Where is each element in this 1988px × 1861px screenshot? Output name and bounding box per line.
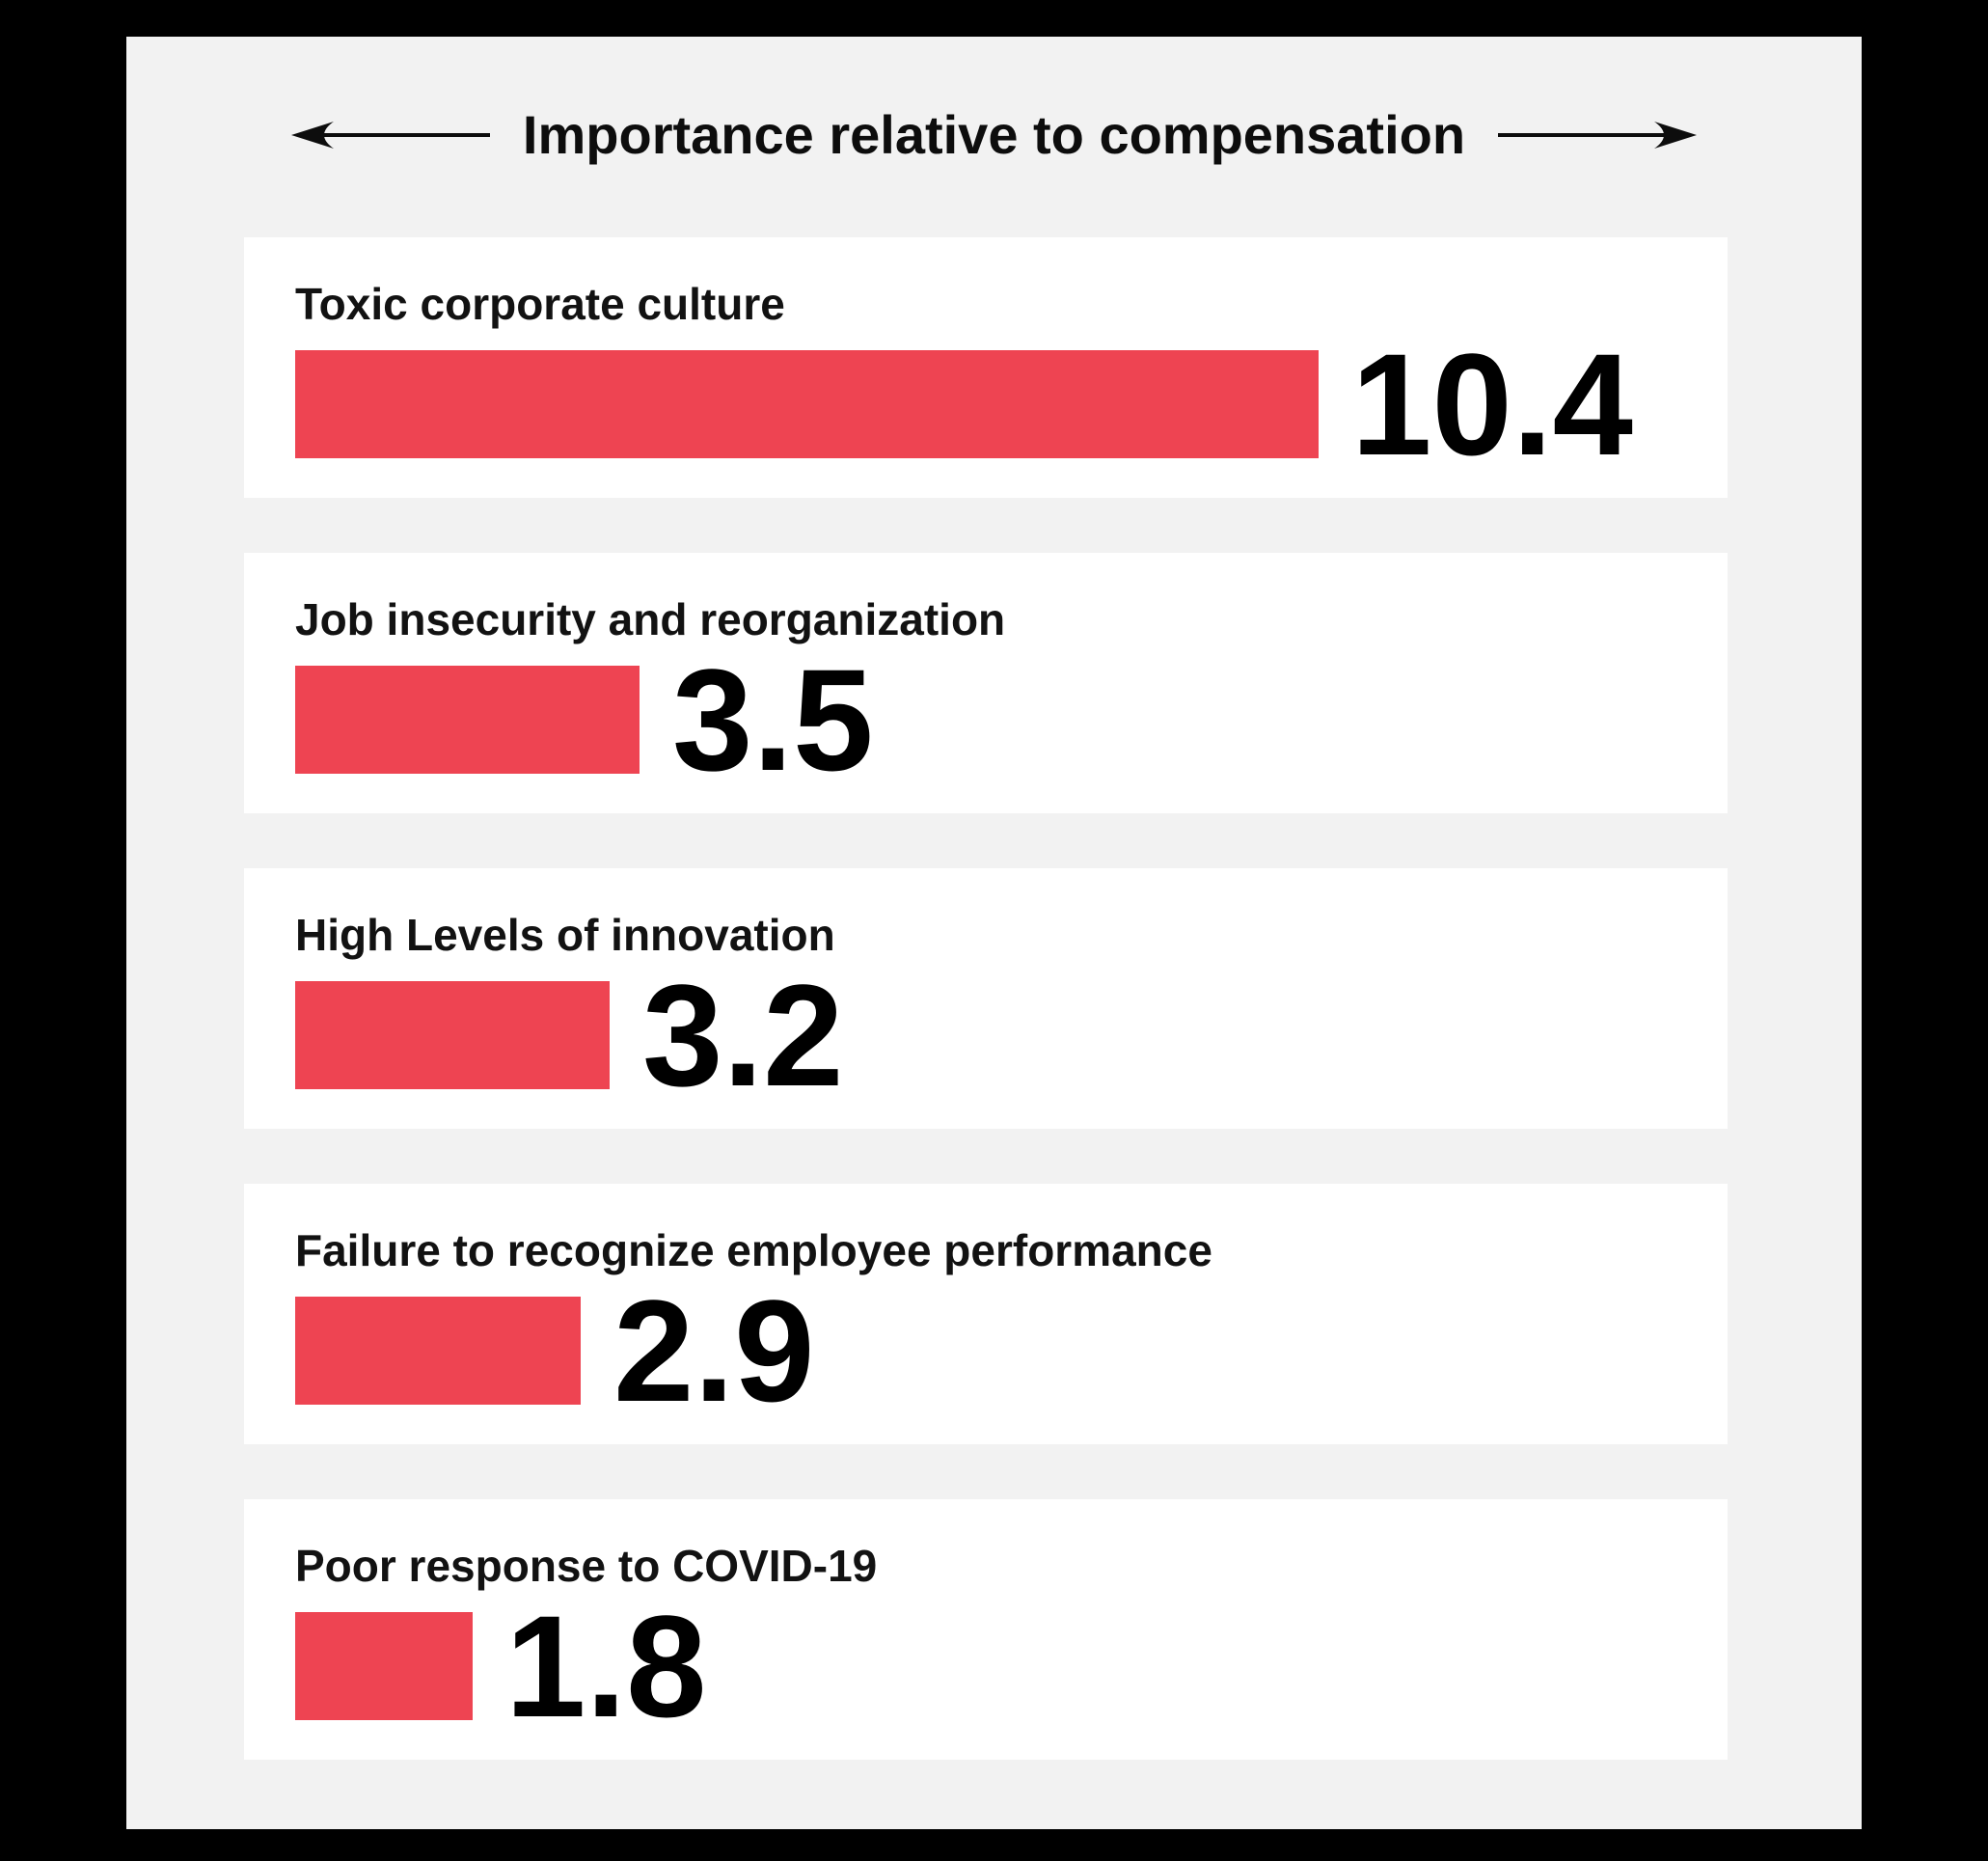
bar-label: Toxic corporate culture bbox=[295, 279, 785, 329]
chart-header: Importance relative to compensation bbox=[126, 100, 1862, 170]
bar-card: Poor response to COVID-19 1.8 bbox=[244, 1499, 1728, 1760]
bar bbox=[295, 1297, 581, 1405]
bar-label: Failure to recognize employee performanc… bbox=[295, 1225, 1212, 1275]
bar-row: 3.2 bbox=[295, 954, 1679, 1116]
bar-value: 3.5 bbox=[672, 639, 874, 801]
bar-row: 3.5 bbox=[295, 639, 1679, 801]
bar bbox=[295, 350, 1319, 458]
bar-row: 2.9 bbox=[295, 1270, 1679, 1432]
bar bbox=[295, 666, 640, 774]
bar-card: High Levels of innovation 3.2 bbox=[244, 868, 1728, 1129]
bar-value: 10.4 bbox=[1351, 323, 1633, 485]
right-arrow-icon bbox=[1498, 122, 1698, 149]
bar-card: Toxic corporate culture 10.4 bbox=[244, 237, 1728, 498]
bar-label: High Levels of innovation bbox=[295, 910, 835, 960]
bar-value: 2.9 bbox=[613, 1270, 815, 1432]
bar-row: 10.4 bbox=[295, 323, 1679, 485]
bar bbox=[295, 981, 610, 1089]
chart-title: Importance relative to compensation bbox=[522, 104, 1466, 165]
left-arrow-icon bbox=[290, 122, 490, 149]
bar-card: Job insecurity and reorganization 3.5 bbox=[244, 553, 1728, 813]
bar-value: 3.2 bbox=[642, 954, 844, 1116]
bar bbox=[295, 1612, 473, 1720]
bar-label: Job insecurity and reorganization bbox=[295, 594, 1006, 644]
bar-card: Failure to recognize employee performanc… bbox=[244, 1184, 1728, 1444]
chart-panel: Importance relative to compensation Toxi… bbox=[126, 37, 1862, 1829]
bar-row: 1.8 bbox=[295, 1585, 1679, 1747]
bar-label: Poor response to COVID-19 bbox=[295, 1541, 878, 1591]
bar-value: 1.8 bbox=[505, 1585, 707, 1747]
bar-list: Toxic corporate culture 10.4 Job insecur… bbox=[126, 237, 1862, 1760]
